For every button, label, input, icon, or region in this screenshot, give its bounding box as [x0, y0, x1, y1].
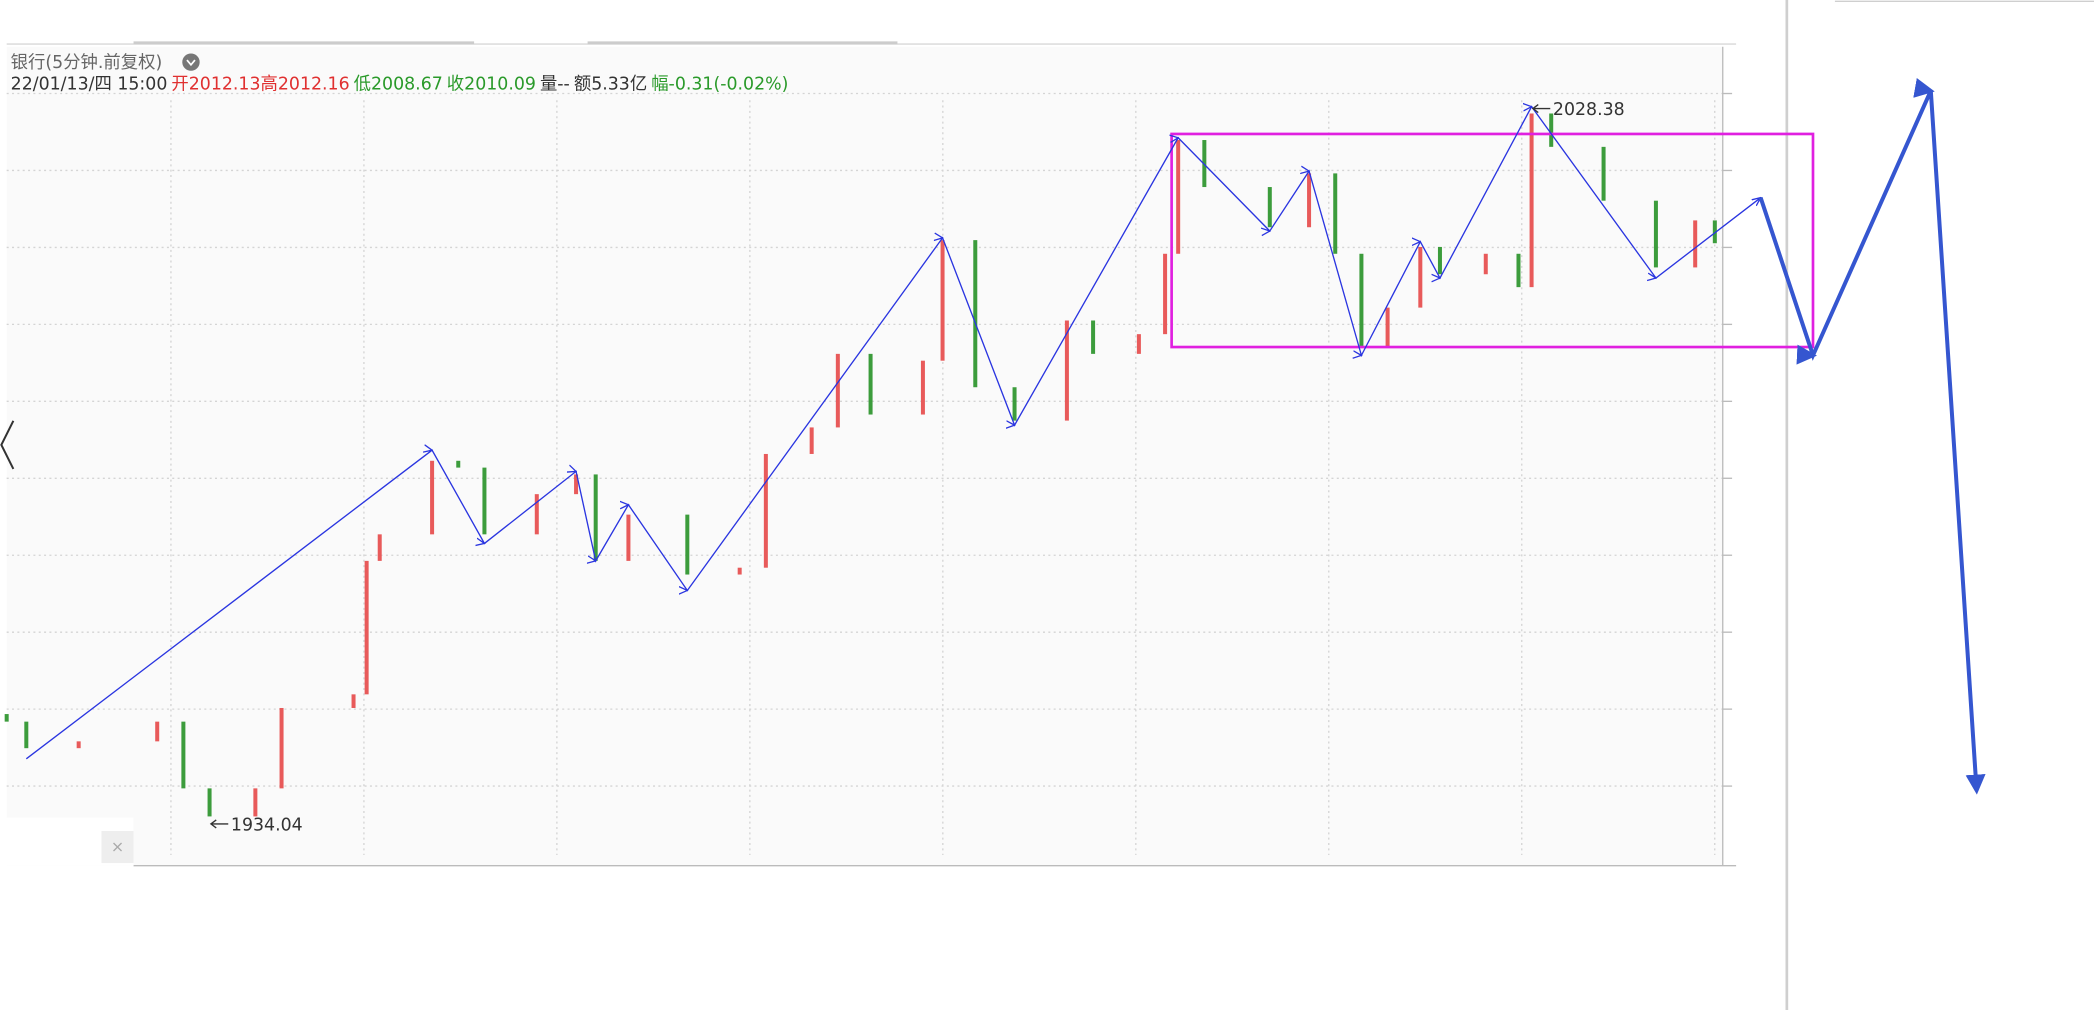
candle [1307, 173, 1312, 228]
candle [737, 567, 742, 575]
candle [1267, 187, 1272, 228]
candle [1176, 140, 1181, 254]
header-line: 22/01/13/四 15:00 开2012.13高2012.16 低2008.67… [11, 75, 789, 95]
close-icon[interactable] [113, 842, 122, 852]
header-item: 开 [171, 75, 188, 95]
candle [835, 353, 840, 428]
candle [1653, 200, 1658, 268]
header-item: 量-- [540, 75, 570, 95]
candle [1529, 113, 1534, 288]
zigzag-line [25, 107, 1760, 760]
candle [1601, 146, 1606, 201]
annotation-label: 2028.38 [1553, 100, 1625, 120]
candle [1333, 173, 1338, 254]
candle [351, 694, 356, 708]
annotation-arrow [1531, 104, 1551, 114]
candle [364, 560, 369, 695]
candle [1163, 253, 1168, 335]
header-item: 收 [447, 75, 464, 95]
dropdown-chevron[interactable] [186, 59, 196, 67]
candle [940, 240, 945, 361]
projection-line [1758, 78, 1986, 795]
candle [76, 741, 81, 749]
candle [430, 460, 435, 535]
header-item: 2012.16 [278, 75, 350, 95]
header-item: 额5.33亿 [574, 75, 647, 95]
candle [593, 474, 598, 561]
title-dropdown[interactable] [182, 53, 200, 71]
candle [1359, 253, 1364, 348]
header-item: 低 [354, 75, 371, 95]
candle [155, 721, 160, 742]
annotation-arrow [209, 819, 229, 829]
candle [482, 467, 487, 535]
header-item: 22/01/13/四 15:00 [11, 75, 168, 95]
candle [279, 707, 284, 789]
candle [1012, 387, 1017, 421]
header-item: 2008.67 [371, 75, 443, 95]
chart-title: 银行(5分钟.前复权) [11, 53, 163, 73]
candle [1418, 246, 1423, 308]
collapse-arrow[interactable] [0, 420, 15, 470]
candle [1437, 246, 1442, 275]
header-item: 2012.13 [189, 75, 261, 95]
annotation-label: 1934.04 [231, 816, 303, 836]
candle [456, 460, 461, 468]
candle [809, 427, 814, 454]
candle [181, 721, 186, 789]
header-item: -0.31(-0.02%) [669, 75, 789, 95]
candle [626, 514, 631, 561]
candle [1693, 220, 1698, 268]
candle [920, 360, 925, 415]
candle [24, 721, 29, 749]
candle [1091, 320, 1096, 354]
candle [377, 534, 382, 561]
candle [685, 514, 690, 575]
candle [1516, 253, 1521, 288]
candle [1136, 334, 1141, 354]
candle [868, 353, 873, 415]
plot-area [6, 46, 1723, 866]
candle [973, 240, 978, 388]
header-item: 2010.09 [464, 75, 536, 95]
header-item: 幅 [651, 75, 668, 95]
candle [253, 788, 258, 817]
candle [763, 453, 768, 568]
candle [4, 714, 9, 722]
candle [207, 788, 212, 817]
candle [1483, 253, 1488, 275]
candle [1385, 307, 1390, 348]
candle [534, 494, 539, 535]
header-item: 高 [261, 75, 278, 95]
